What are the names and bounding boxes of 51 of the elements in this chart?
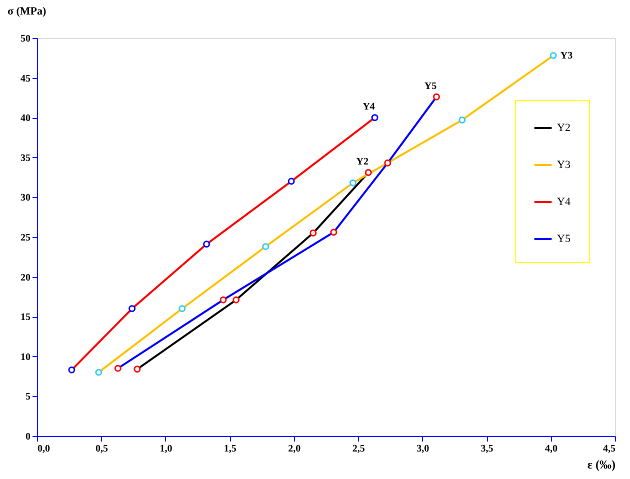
- point: [95, 368, 102, 376]
- y-tick-label: 35: [20, 152, 30, 164]
- y-tick-label: 20: [20, 272, 30, 284]
- point: [262, 243, 270, 250]
- y-axis-title: σ (MPa): [8, 6, 46, 18]
- point: [68, 366, 76, 374]
- y-tick-label: 5: [26, 392, 30, 403]
- point: [178, 305, 186, 312]
- point: [114, 364, 122, 372]
- x-tick-label: 3,5: [480, 444, 494, 454]
- y-tick-label: 40: [20, 113, 30, 124]
- x-tick-label: 4,5: [603, 444, 616, 454]
- annotation: Y3: [560, 50, 573, 62]
- y-tick-label: 0: [26, 432, 30, 442]
- y-tick-label: 25: [20, 232, 30, 244]
- x-tick-label: 1,5: [224, 444, 236, 454]
- point: [364, 169, 372, 176]
- point: [458, 116, 466, 124]
- point: [288, 178, 295, 185]
- point: [232, 296, 240, 304]
- point: [349, 179, 356, 186]
- y-tick-label: 10: [20, 352, 30, 363]
- x-tick-label: 1,0: [160, 444, 172, 454]
- point: [220, 296, 227, 304]
- point: [371, 114, 378, 122]
- x-tick-label: 2,0: [288, 444, 301, 454]
- annotation: Y4: [362, 102, 375, 113]
- y-tick-label: 30: [20, 192, 30, 204]
- point: [330, 228, 338, 236]
- point: [134, 366, 141, 373]
- x-tick-label: 0,5: [95, 444, 108, 454]
- legend-label: Y5: [557, 233, 571, 245]
- point: [432, 93, 440, 100]
- point: [310, 230, 317, 237]
- legend-label: Y4: [557, 196, 571, 208]
- point: [550, 52, 557, 59]
- point: [384, 159, 392, 166]
- point: [203, 240, 210, 248]
- annotation: Y5: [424, 80, 437, 92]
- x-axis-title: ε (‰): [587, 458, 616, 472]
- x-tick-label: 4,0: [545, 444, 558, 454]
- x-tick-label: 0,0: [38, 444, 50, 454]
- y-tick-label: 15: [20, 312, 30, 324]
- point: [128, 305, 136, 312]
- legend-label: Y3: [557, 159, 571, 171]
- x-tick-label: 2,5: [352, 444, 365, 454]
- y-tick-label: 45: [20, 73, 30, 84]
- y-tick-label: 50: [20, 34, 30, 44]
- x-tick-label: 3,0: [416, 444, 430, 454]
- annotation: Y2: [356, 156, 369, 168]
- legend-label: Y2: [557, 122, 570, 134]
